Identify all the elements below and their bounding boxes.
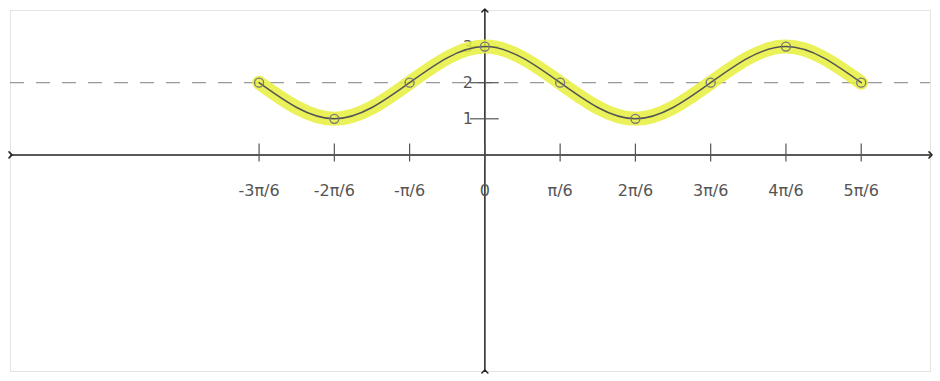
svg-text:2π/6: 2π/6 (618, 181, 653, 200)
svg-text:2: 2 (463, 73, 473, 92)
svg-text:-3π/6: -3π/6 (238, 181, 279, 200)
svg-text:0: 0 (480, 181, 490, 200)
svg-text:π/6: π/6 (548, 181, 573, 200)
svg-text:1: 1 (463, 109, 473, 128)
svg-text:-π/6: -π/6 (394, 181, 425, 200)
svg-text:-2π/6: -2π/6 (314, 181, 355, 200)
svg-text:5π/6: 5π/6 (844, 181, 879, 200)
svg-text:4π/6: 4π/6 (768, 181, 803, 200)
svg-text:3π/6: 3π/6 (693, 181, 728, 200)
